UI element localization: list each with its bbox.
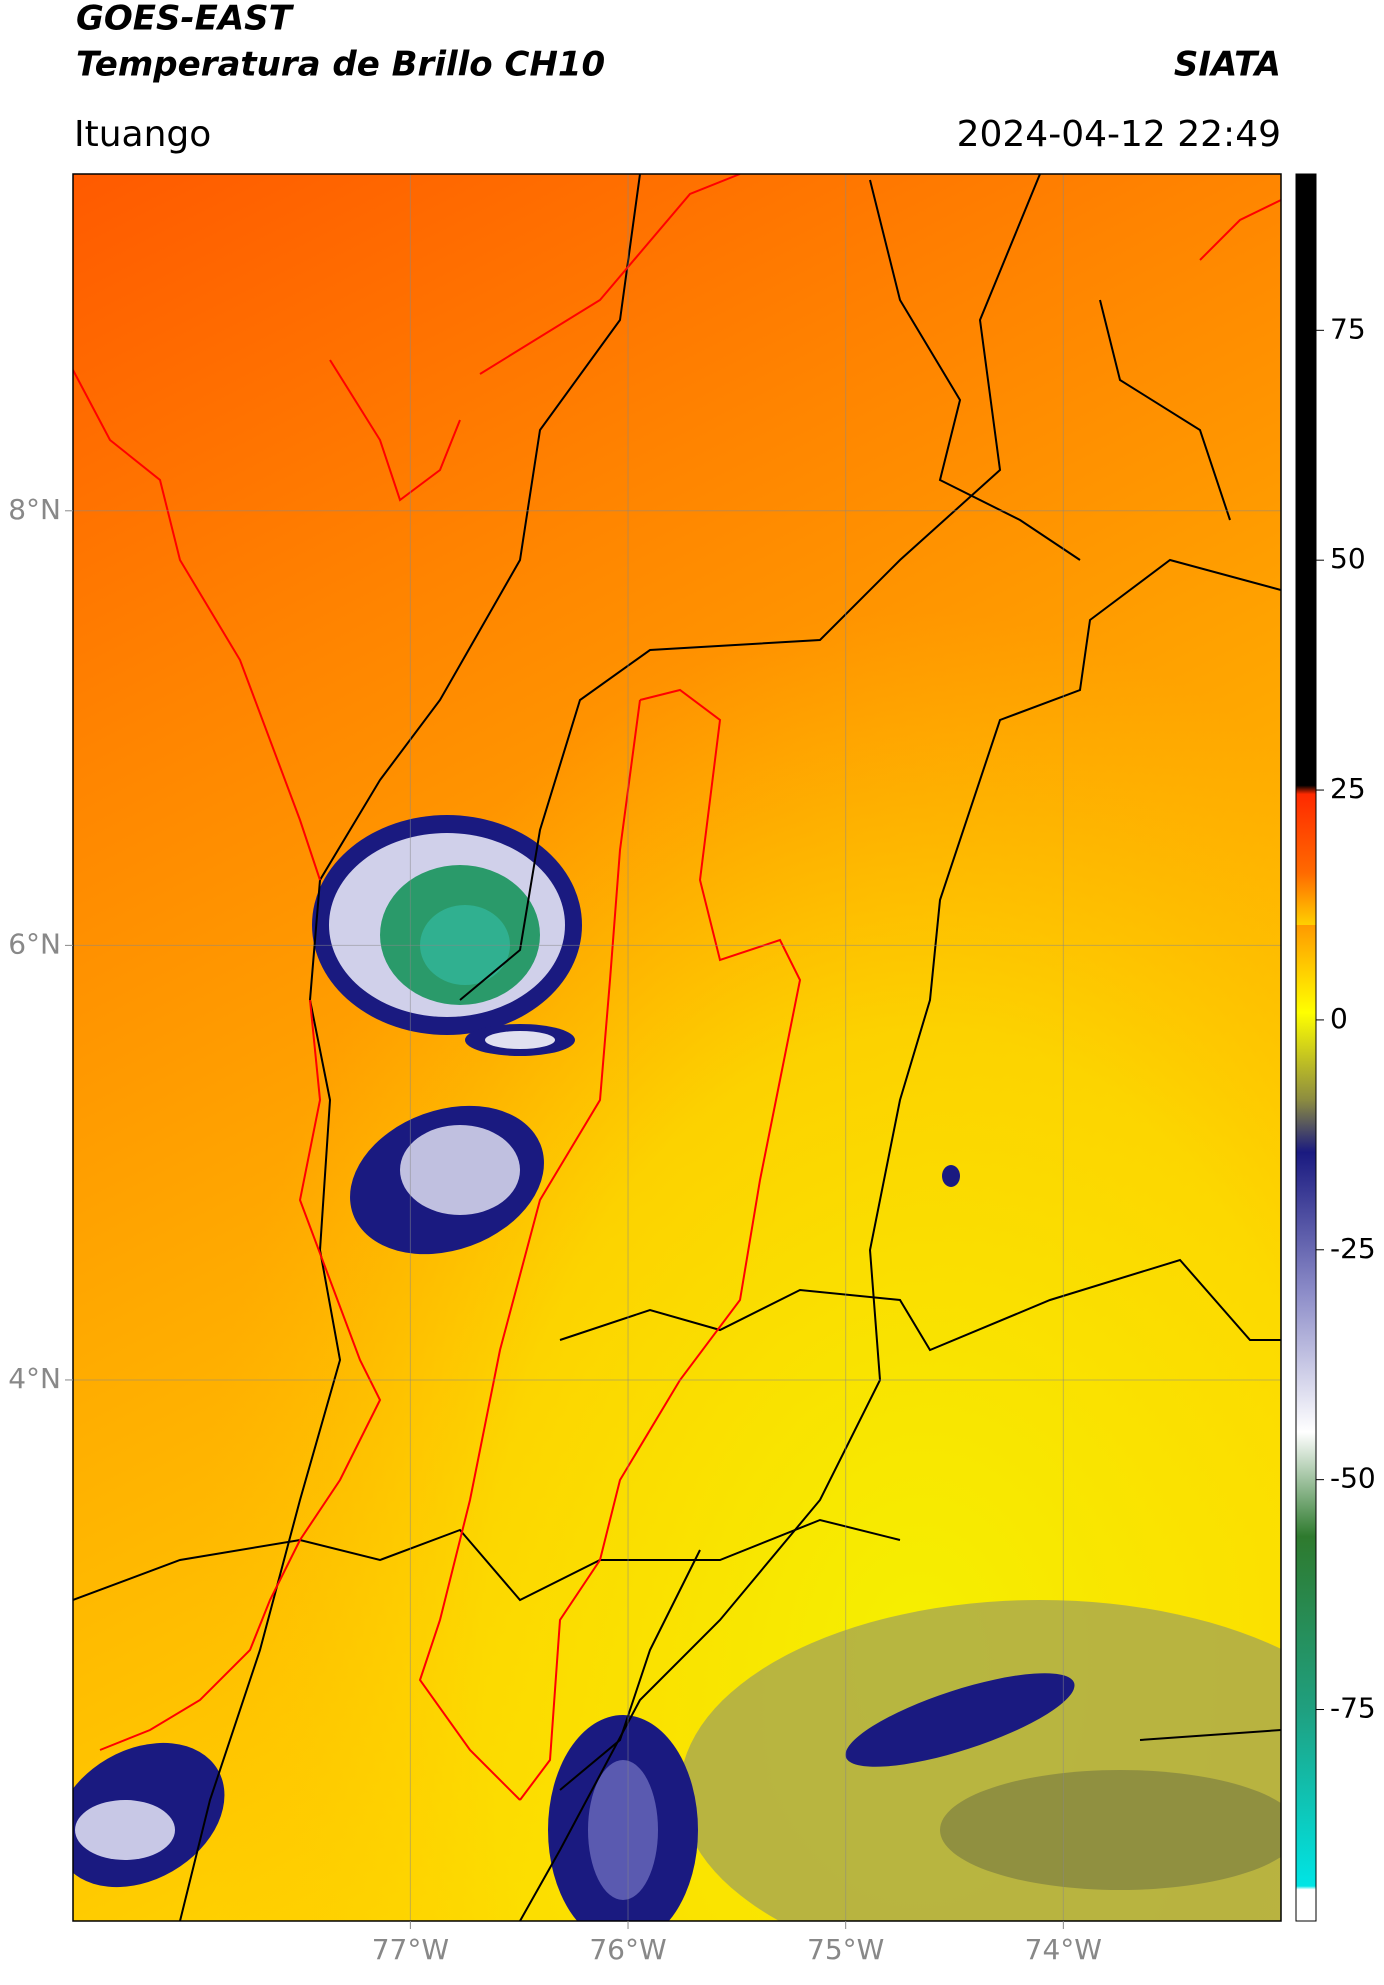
subtitle: Temperatura de Brillo CH10 bbox=[76, 45, 605, 85]
y-tick-label: 4°N bbox=[8, 1362, 61, 1395]
location: Ituango bbox=[74, 114, 211, 155]
source: SIATA bbox=[1174, 45, 1281, 85]
x-tick-label: 76°W bbox=[589, 1933, 666, 1966]
colorbar-tick-label: 25 bbox=[1330, 772, 1366, 805]
colorbar bbox=[1295, 173, 1317, 1922]
colorbar-tick-label: 0 bbox=[1330, 1002, 1348, 1035]
y-tick-label: 6°N bbox=[8, 927, 61, 960]
colorbar-tick-label: -25 bbox=[1330, 1232, 1376, 1265]
colorbar-tick-label: -50 bbox=[1330, 1462, 1376, 1495]
x-tick-label: 74°W bbox=[1025, 1933, 1102, 1966]
colorbar-tick-label: 75 bbox=[1330, 312, 1366, 345]
map-frame bbox=[72, 173, 1282, 1922]
datetime: 2024-04-12 22:49 bbox=[957, 114, 1281, 155]
title: GOES-EAST bbox=[76, 0, 295, 39]
graticule bbox=[73, 174, 1281, 1921]
colorbar-tick-label: -75 bbox=[1330, 1692, 1376, 1725]
x-tick-label: 75°W bbox=[807, 1933, 884, 1966]
colorbar-tick-label: 50 bbox=[1330, 542, 1366, 575]
y-tick-label: 8°N bbox=[8, 493, 61, 526]
map-image bbox=[73, 174, 1281, 1921]
x-tick-label: 77°W bbox=[372, 1933, 449, 1966]
